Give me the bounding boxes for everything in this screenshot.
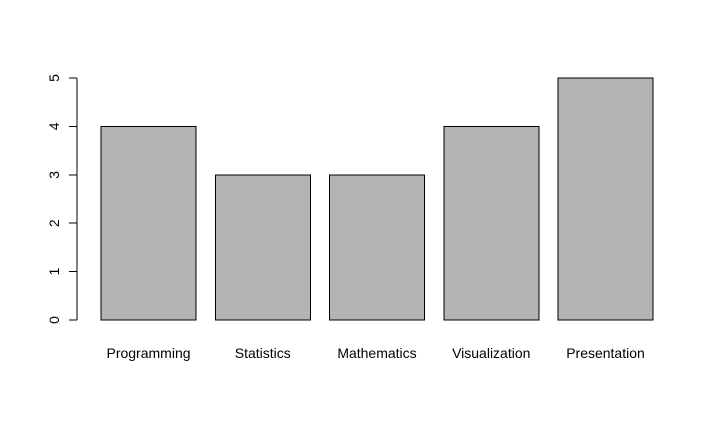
category-label-visualization: Visualization	[452, 345, 530, 361]
bar-visualization	[443, 125, 540, 321]
category-label-statistics: Statistics	[235, 345, 291, 361]
bars	[100, 77, 654, 321]
category-label-mathematics: Mathematics	[337, 345, 416, 361]
bar-programming	[100, 125, 197, 321]
bar-presentation	[557, 77, 654, 321]
y-axis: 0 1 2 3 4 5	[46, 74, 78, 324]
category-label-presentation: Presentation	[566, 345, 645, 361]
y-tick-label: 3	[46, 171, 62, 179]
x-axis-labels: Programming Statistics Mathematics Visualiz…	[106, 345, 644, 361]
y-tick-label: 2	[46, 219, 62, 227]
y-tick-label: 4	[46, 122, 62, 130]
category-label-programming: Programming	[106, 345, 190, 361]
y-tick-label: 0	[46, 316, 62, 324]
y-tick-label: 1	[46, 267, 62, 275]
bar-mathematics	[329, 174, 425, 321]
bar-statistics	[214, 174, 311, 321]
y-tick-label: 5	[46, 74, 62, 82]
